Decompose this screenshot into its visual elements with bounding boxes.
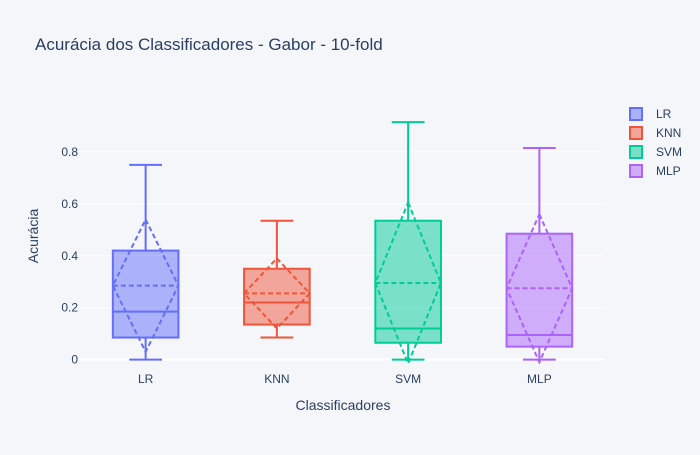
x-tick-label: LR (138, 372, 154, 386)
y-tick-label: 0.8 (61, 145, 78, 159)
legend: LR KNN SVM MLP (629, 107, 682, 178)
x-axis-title: Classificadores (296, 397, 391, 413)
box-knn (242, 219, 312, 339)
iqr-box (243, 267, 311, 326)
legend-swatch (629, 126, 643, 140)
legend-item-mlp: MLP (629, 164, 681, 178)
legend-label: KNN (656, 126, 681, 140)
legend-item-svm: SVM (629, 145, 682, 159)
chart-title: Acurácia dos Classificadores - Gabor - 1… (35, 35, 383, 54)
box-series (111, 121, 574, 367)
legend-label: LR (656, 107, 672, 121)
y-tick-label: 0.2 (61, 301, 78, 315)
sd-diamond (374, 199, 443, 367)
legend-swatch (629, 107, 643, 121)
legend-swatch (629, 145, 643, 159)
x-axis-ticks: LR KNN SVM MLP (138, 372, 552, 386)
x-tick-label: SVM (395, 372, 421, 386)
y-tick-label: 0.4 (61, 249, 78, 263)
box-mlp (505, 147, 574, 365)
y-tick-label: 0 (71, 353, 78, 367)
y-axis-title: Acurácia (25, 209, 41, 264)
legend-swatch (629, 164, 643, 178)
box-lr (111, 163, 180, 361)
x-tick-label: MLP (527, 372, 552, 386)
sd-diamond (505, 211, 574, 365)
iqr-box (505, 232, 574, 348)
sd-diamond (242, 256, 312, 330)
y-axis-ticks: 0 0.2 0.4 0.6 0.8 (61, 145, 78, 367)
iqr-box (374, 219, 442, 344)
sd-diamond (111, 217, 180, 355)
legend-label: SVM (656, 145, 682, 159)
legend-label: MLP (656, 164, 681, 178)
x-tick-label: KNN (264, 372, 289, 386)
legend-item-knn: KNN (629, 126, 681, 140)
y-tick-label: 0.6 (61, 197, 78, 211)
legend-item-lr: LR (629, 107, 672, 121)
box-svm (374, 121, 443, 367)
